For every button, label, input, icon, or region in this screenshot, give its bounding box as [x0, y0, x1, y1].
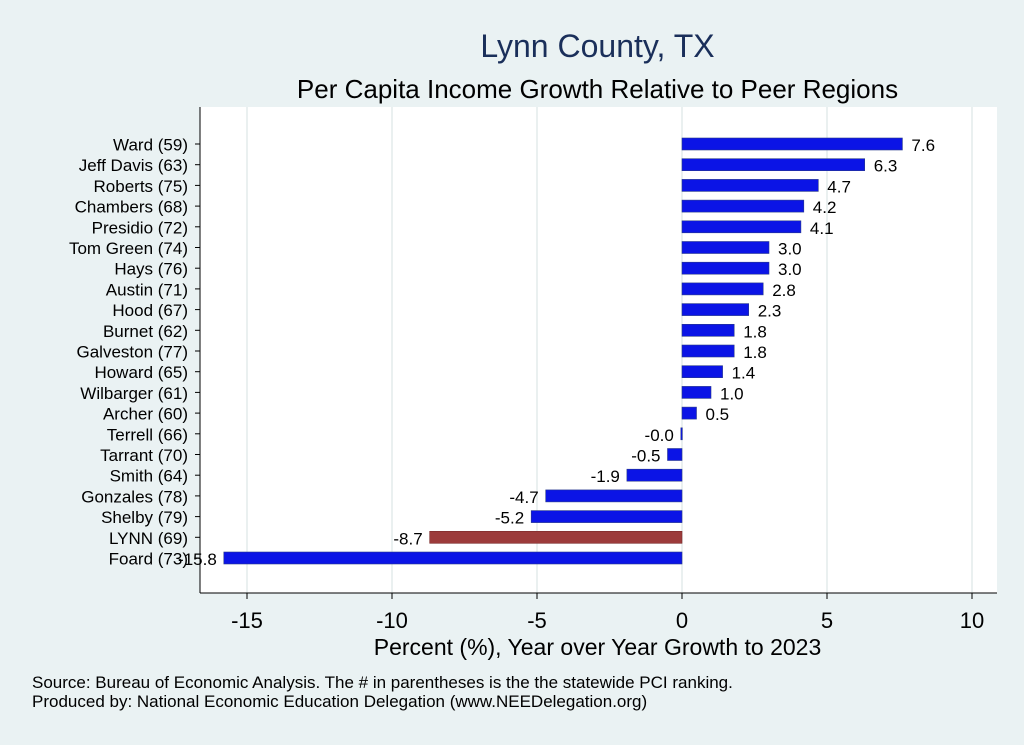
bar — [681, 199, 805, 213]
data-label: -0.0 — [645, 426, 674, 445]
category-label: Roberts (75) — [94, 177, 188, 196]
x-tick-label: 0 — [676, 608, 688, 633]
category-label: Archer (60) — [103, 405, 188, 424]
category-label: Wilbarger (61) — [80, 384, 188, 403]
bar — [681, 365, 723, 379]
bar — [681, 137, 903, 151]
category-label: Tom Green (74) — [69, 239, 188, 258]
bar — [681, 406, 697, 420]
category-label: LYNN (69) — [109, 529, 188, 548]
producer-note: Produced by: National Economic Education… — [32, 692, 648, 711]
bar — [530, 510, 683, 523]
data-label: 3.0 — [778, 260, 802, 279]
category-label: Tarrant (70) — [100, 446, 188, 465]
category-label: Galveston (77) — [77, 343, 189, 362]
source-note: Source: Bureau of Economic Analysis. The… — [32, 673, 733, 692]
data-label: 0.5 — [706, 405, 730, 424]
data-label: 6.3 — [874, 157, 898, 176]
bar — [681, 261, 770, 275]
category-label: Gonzales (78) — [81, 487, 188, 506]
category-label: Austin (71) — [106, 280, 188, 299]
data-label: 1.4 — [732, 364, 756, 383]
category-label: Chambers (68) — [75, 198, 188, 217]
chart-subtitle: Per Capita Income Growth Relative to Pee… — [296, 74, 899, 104]
data-label: -1.9 — [591, 467, 620, 486]
data-label: -15.8 — [178, 550, 217, 569]
bar — [429, 530, 683, 544]
category-label: Terrell (66) — [107, 425, 188, 444]
bar — [667, 448, 683, 461]
bar — [626, 468, 683, 482]
x-tick-label: -5 — [527, 608, 547, 633]
bar — [681, 158, 865, 171]
bar — [681, 179, 819, 192]
bar — [223, 551, 683, 565]
bar — [680, 427, 683, 441]
category-label: Smith (64) — [110, 467, 188, 486]
data-label: 3.0 — [778, 240, 802, 259]
bar — [681, 241, 770, 254]
data-label: -0.5 — [631, 447, 660, 466]
bar — [681, 220, 802, 234]
data-label: 4.7 — [827, 177, 851, 196]
x-tick-label: -15 — [231, 608, 263, 633]
bar — [545, 489, 683, 503]
bar — [681, 323, 735, 337]
x-tick-label: 5 — [821, 608, 833, 633]
data-label: 4.1 — [810, 219, 834, 238]
bar — [681, 303, 749, 316]
x-axis-label: Percent (%), Year over Year Growth to 20… — [373, 634, 822, 660]
data-label: 1.0 — [720, 384, 744, 403]
data-label: -8.7 — [393, 529, 422, 548]
x-tick-label: -10 — [376, 608, 408, 633]
data-label: 2.3 — [758, 302, 782, 321]
category-label: Ward (59) — [113, 136, 188, 155]
category-label: Jeff Davis (63) — [79, 156, 188, 175]
bar — [681, 344, 735, 358]
chart-title: Lynn County, TX — [480, 28, 715, 64]
bar — [681, 282, 764, 296]
category-label: Foard (73) — [109, 550, 188, 569]
data-label: 4.2 — [813, 198, 837, 217]
category-label: Burnet (62) — [103, 322, 188, 341]
category-label: Hood (67) — [112, 301, 188, 320]
data-label: 7.6 — [911, 136, 935, 155]
bar — [681, 386, 712, 399]
category-label: Howard (65) — [94, 363, 188, 382]
data-label: 1.8 — [743, 322, 767, 341]
data-label: 2.8 — [772, 281, 796, 300]
data-label: -4.7 — [509, 488, 538, 507]
category-label: Hays (76) — [114, 260, 188, 279]
data-label: -5.2 — [495, 509, 524, 528]
data-label: 1.8 — [743, 343, 767, 362]
category-label: Presidio (72) — [92, 218, 188, 237]
category-label: Shelby (79) — [101, 508, 188, 527]
x-tick-label: 10 — [960, 608, 984, 633]
